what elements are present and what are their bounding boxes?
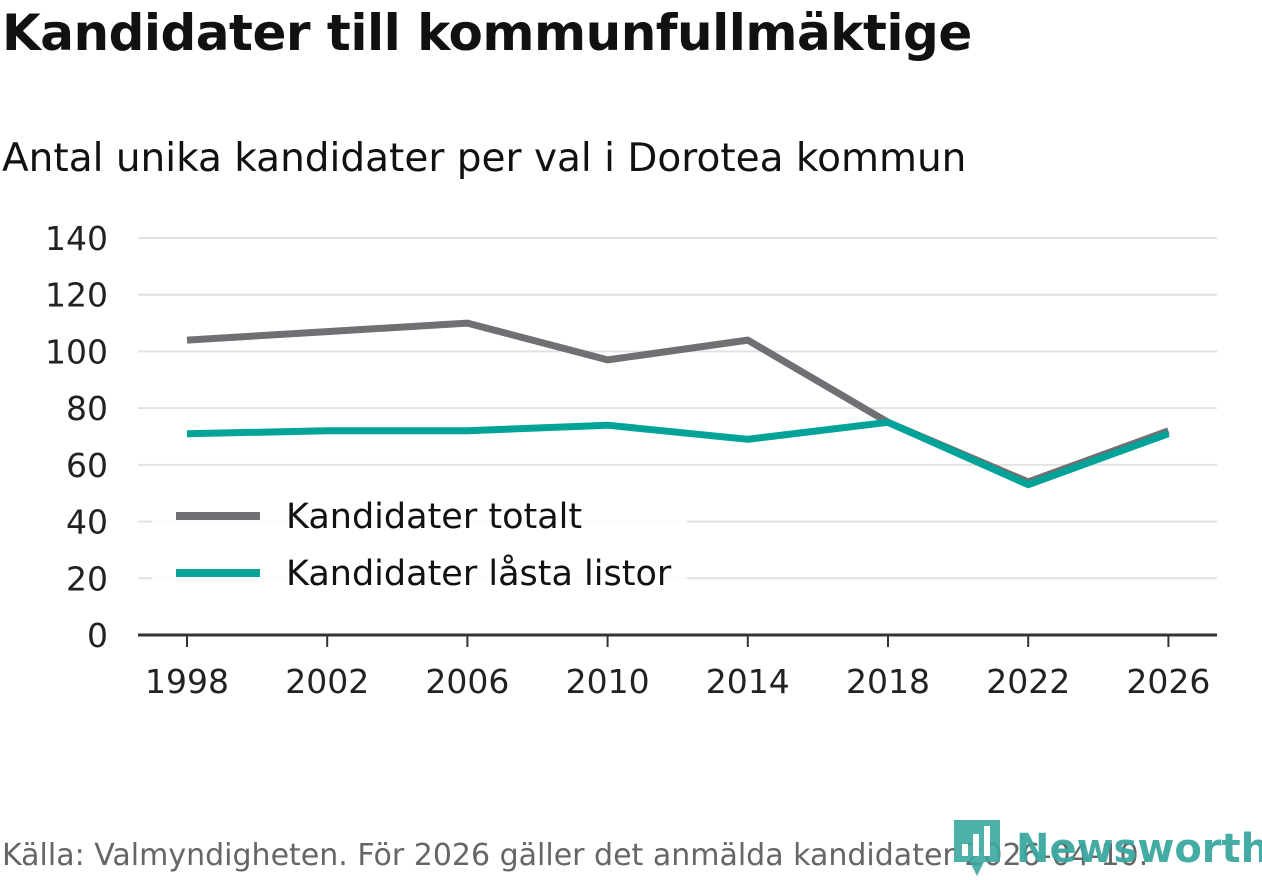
y-tick-label: 20: [66, 559, 108, 598]
x-tick-label: 2006: [425, 662, 509, 701]
axis-layer: 0 20 40 60 80 100 120 140 1998 2002 2006 2010 2014 20…: [45, 219, 1217, 701]
y-tick-label: 60: [66, 446, 108, 485]
chart-subtitle: Antal unika kandidater per val i Dorotea…: [2, 136, 967, 181]
x-tick-label: 2026: [1126, 662, 1210, 701]
legend-background: [152, 488, 687, 608]
y-tick-label: 120: [45, 276, 108, 315]
y-tick-label: 80: [66, 389, 108, 428]
legend-label: Kandidater totalt: [286, 497, 582, 537]
chart-title: Kandidater till kommunfullmäktige: [2, 4, 972, 62]
y-tick-label: 140: [45, 219, 108, 258]
legend-label: Kandidater låsta listor: [286, 553, 672, 594]
x-tick-label: 2014: [706, 662, 790, 701]
y-tick-label: 0: [87, 616, 108, 655]
x-tick-label: 2018: [846, 662, 930, 701]
y-tick-label: 100: [45, 332, 108, 371]
series-layer: [186, 319, 1170, 489]
x-tick-label: 2022: [986, 662, 1070, 701]
series-line-kandidater-totalt: [186, 319, 1170, 486]
y-tick-label: 40: [66, 503, 108, 542]
x-tick-label: 1998: [145, 662, 229, 701]
x-tick-label: 2002: [285, 662, 369, 701]
brand-name: Newsworthy: [1016, 826, 1262, 872]
legend: Kandidater totalt Kandidater låsta listor: [152, 488, 687, 608]
newsworthy-logo-icon: [954, 820, 1000, 876]
x-tick-label: 2010: [566, 662, 650, 701]
brand-logo: Newsworthy: [952, 818, 1262, 880]
series-line-kandidater-lasta-listor: [186, 418, 1170, 489]
